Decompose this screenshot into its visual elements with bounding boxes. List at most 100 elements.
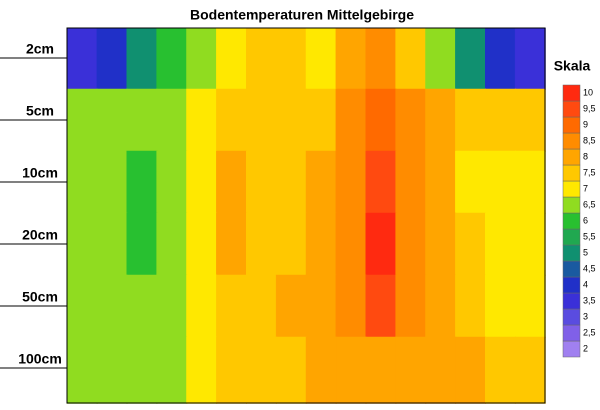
heat-cell [246,88,277,152]
heat-cell [96,274,128,338]
heat-cell [514,212,546,276]
heat-cell [305,274,337,338]
row-label: 5cm [26,103,54,119]
heat-cell [485,336,516,404]
heat-cell [275,274,307,338]
heat-cell [365,274,397,338]
heat-cell [395,150,427,214]
heat-cell [514,336,546,404]
scale-label: 3,5 [583,295,596,305]
scale-swatch [562,84,581,102]
heat-cell [365,212,397,276]
heat-cell [156,336,188,404]
heat-cell [66,274,98,338]
heat-cell [485,212,516,276]
heat-cell [126,27,158,90]
heat-cell [275,88,307,152]
row-label: 20cm [22,227,58,243]
scale-label: 9,5 [583,103,596,113]
heat-cell [455,274,486,338]
scale-swatch [562,212,581,230]
heat-cell [126,88,158,152]
heat-cell [455,88,486,152]
heat-cell [425,274,457,338]
heat-cell [96,27,128,90]
scale-swatch [562,340,581,358]
heat-cell [66,336,98,404]
scale-swatch [562,180,581,198]
scale-label: 5,5 [583,231,596,241]
row-label: 100cm [18,351,62,367]
heat-cell [186,27,218,90]
scale-swatch [562,244,581,262]
heat-cell [216,88,247,152]
chart-title: Bodentemperaturen Mittelgebirge [190,7,414,23]
heat-cell [514,27,546,90]
plot-border [66,27,546,404]
heat-cell [335,336,367,404]
row-label: 10cm [22,165,58,181]
heat-cell [126,336,158,404]
row-label: 50cm [22,289,58,305]
heat-cell [305,212,337,276]
row-label: 2cm [26,41,54,57]
heat-cell [485,274,516,338]
heat-cell [335,88,367,152]
heat-cell [96,150,128,214]
scale-label: 4 [583,279,588,289]
heat-cell [96,336,128,404]
heat-cell [335,150,367,214]
scale-label: 6,5 [583,199,596,209]
scale-label: 8 [583,151,588,161]
heat-cell [186,274,218,338]
heat-cell [335,212,367,276]
heat-cell [66,27,98,90]
heat-cell [66,88,98,152]
heat-cell [395,274,427,338]
heat-cell [186,212,218,276]
heat-cell [246,274,277,338]
scale-label: 8,5 [583,135,596,145]
scale-swatch [562,132,581,150]
heat-cell [485,150,516,214]
scale-swatch [562,116,581,134]
heat-cell [156,212,188,276]
heat-cell [455,212,486,276]
heat-cell [275,336,307,404]
heat-cell [365,88,397,152]
heat-cell [126,212,158,276]
heat-cell [485,88,516,152]
scale-label: 10 [583,87,593,97]
heat-cell [156,150,188,214]
scale-label: 6 [583,215,588,225]
heat-cell [156,88,188,152]
heat-cell [66,212,98,276]
heat-cell [216,212,247,276]
scale-swatch [562,324,581,342]
heat-cell [514,274,546,338]
scale-label: 2 [583,343,588,353]
heat-cell [395,336,427,404]
heat-cell [455,27,486,90]
heat-cell [216,27,247,90]
heat-cell [96,212,128,276]
heat-cell [425,150,457,214]
heat-cell [216,336,247,404]
scale-label: 5 [583,247,588,257]
heat-cell [305,27,337,90]
scale-label: 4,5 [583,263,596,273]
heat-cell [126,150,158,214]
scale-label: 7,5 [583,167,596,177]
heat-cell [186,88,218,152]
heat-cell [66,150,98,214]
scale-swatch [562,148,581,166]
heat-cell [156,27,188,90]
heat-cell [305,150,337,214]
heat-cell [395,27,427,90]
scale-swatch [562,308,581,326]
scale-swatch [562,292,581,310]
heat-cell [395,212,427,276]
heat-cell [305,336,337,404]
heat-cell [395,88,427,152]
